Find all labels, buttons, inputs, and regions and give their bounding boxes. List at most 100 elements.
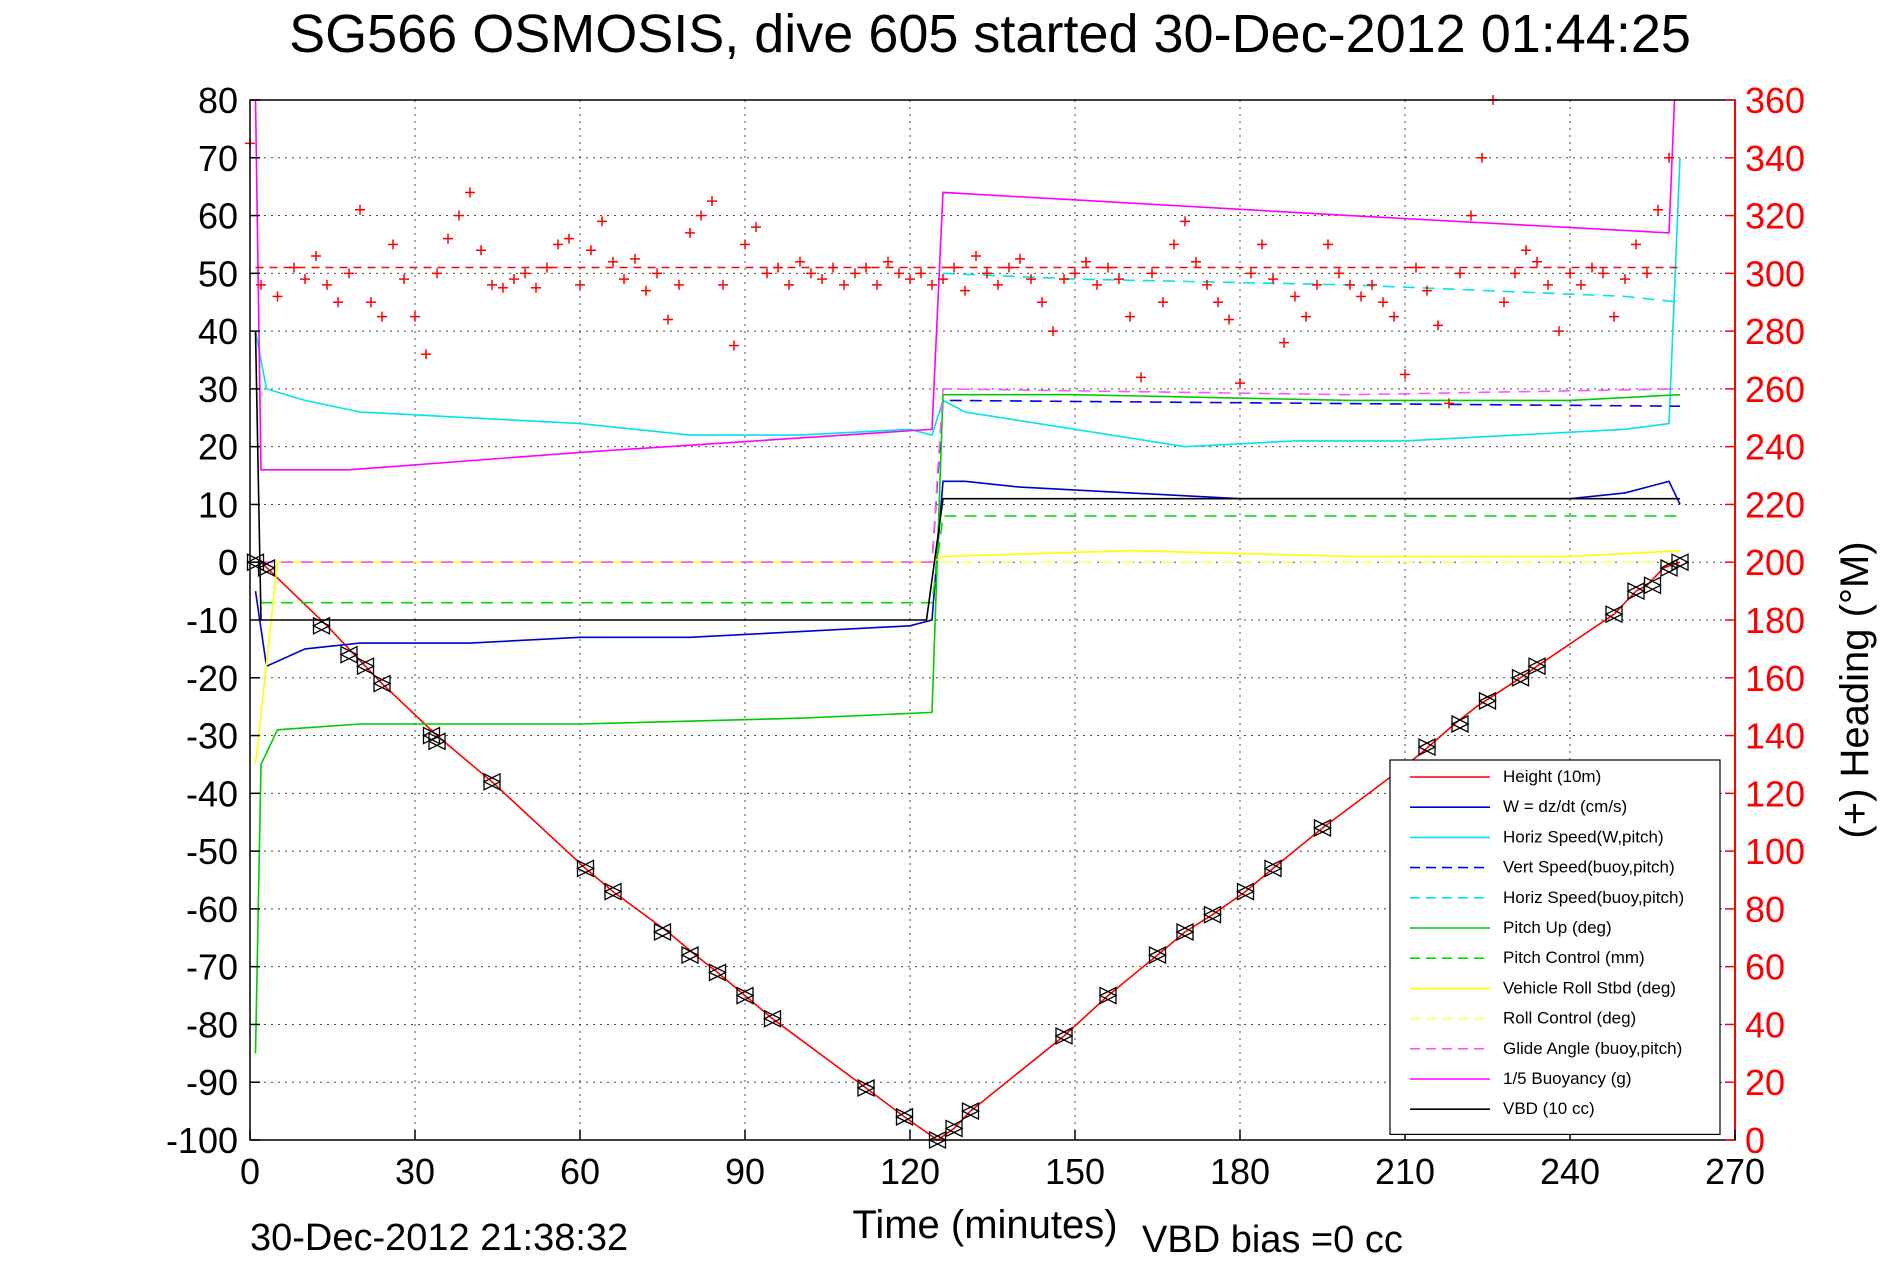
heading-point [520,268,530,279]
marker-layer [246,553,1690,1150]
height-marker [1313,818,1332,838]
height-marker [680,946,700,965]
height-marker [257,558,276,578]
heading-point [1048,326,1058,337]
y-tick-label: -10 [186,600,238,641]
y-tick-label: -30 [186,716,238,757]
y-right-tick-label: 360 [1745,80,1805,121]
marker-triangle-left [708,963,727,982]
heading-point [1257,239,1267,250]
plot-area [245,95,1690,1150]
marker-triangle-left [576,859,595,878]
heading-point [1180,216,1190,227]
marker-triangle-left [339,645,358,664]
series-layer [250,99,1681,1141]
legend-label-2: Horiz Speed(W,pitch) [1503,827,1664,846]
legend-label-10: 1/5 Buoyancy (g) [1503,1069,1632,1088]
y-tick-label: 20 [198,427,238,468]
marker-triangle-left [482,772,501,791]
heading-point [1312,279,1322,290]
y-tick-label: 10 [198,484,238,525]
heading-point [861,262,871,273]
y-right-tick-label: 80 [1745,889,1785,930]
marker-triangle-left [427,732,446,751]
heading-point [1136,372,1146,383]
x-tick-label: 30 [395,1151,435,1192]
heading-point [311,251,321,261]
legend-label-9: Glide Angle (buoy,pitch) [1503,1039,1682,1058]
height-marker [1148,946,1167,965]
heading-point [1389,311,1399,322]
heading-point [1576,279,1586,290]
marker-triangle-left [1313,818,1332,838]
heading-point [663,314,673,325]
heading-point [1642,268,1652,279]
marker-triangle-left [1054,1026,1073,1046]
marker-triangle-left [1417,738,1436,757]
legend-label-6: Pitch Control (mm) [1503,948,1645,967]
heading-point [1235,378,1245,389]
heading-point [696,210,706,221]
y-right-tick-label: 60 [1745,947,1785,988]
legend: Height (10m) W = dz/dt (cm/s) Horiz Speed(… [1389,759,1721,1135]
height-marker [482,772,502,791]
heading-point [553,239,563,250]
y-tick-label: -80 [186,1004,238,1045]
timestamp-footer: 30-Dec-2012 21:38:32 [250,1217,628,1259]
heading-point [685,227,695,238]
y-right-tick-label: 200 [1745,542,1805,583]
heading-point [1213,297,1223,308]
heading-point [509,274,519,285]
heading-point [289,262,299,273]
series-line-2 [254,157,1681,448]
height-marker [427,732,447,751]
heading-point [828,262,838,273]
marker-triangle-left [1527,657,1546,676]
y-tick-label: -60 [186,889,238,930]
heading-point [718,279,728,290]
y-right-tick-label: 140 [1745,716,1805,757]
heading-point [388,239,398,250]
height-marker [603,882,623,901]
heading-point [1037,297,1047,308]
heading-point [355,204,365,215]
heading-point [1444,398,1454,409]
heading-point [982,268,992,279]
y-right-tick-label: 160 [1745,658,1805,699]
heading-point [1323,239,1333,250]
heading-point [399,274,409,285]
height-marker [708,963,727,982]
heading-point [1004,262,1014,273]
marker-triangle-left [372,674,391,693]
x-tick-label: 210 [1375,1151,1435,1192]
heading-point [366,297,376,308]
heading-point [1653,204,1663,215]
heading-point [1114,274,1124,285]
x-tick-label: 90 [725,1151,765,1192]
y-tick-label: -40 [186,773,238,814]
y-tick-label: -50 [186,831,238,872]
heading-point [1521,245,1531,256]
heading-point [1026,274,1036,285]
y-tick-label: 80 [198,80,238,121]
marker-triangle-left [680,946,699,965]
heading-point [1169,239,1179,250]
heading-point [1433,320,1443,331]
height-marker [1417,738,1437,757]
y-right-tick-label: 300 [1745,253,1805,294]
y-tick-label: -20 [186,658,238,699]
marker-triangle-left [1236,882,1255,901]
heading-layer [245,95,1680,409]
heading-point [1598,268,1608,279]
heading-point [707,196,717,207]
heading-point [1367,279,1377,290]
heading-point [1103,262,1113,273]
heading-point [971,251,981,261]
marker-triangle-left [1643,576,1662,595]
heading-point [1224,314,1234,325]
heading-point [784,279,794,290]
heading-point [586,245,596,256]
heading-point [894,268,904,279]
heading-point [1554,326,1564,337]
series-line-5 [254,393,1681,1054]
